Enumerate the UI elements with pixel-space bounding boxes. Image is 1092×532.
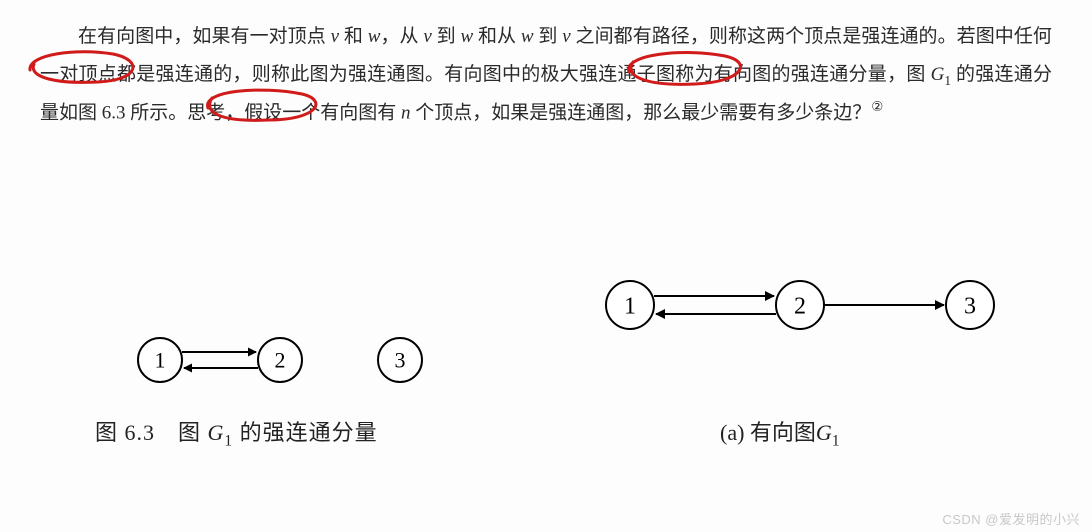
- text: 在有向图中，如果有一对顶点: [78, 26, 331, 47]
- caption-left: 图 6.3 图 G1 的强连通分量: [95, 415, 378, 450]
- text: ，从: [380, 26, 423, 47]
- var-v: v: [331, 26, 339, 47]
- caption-text: 图 6.3 图: [95, 420, 208, 445]
- var-g: G: [208, 420, 225, 445]
- var-g1: G: [931, 64, 945, 85]
- sub: 1: [832, 432, 840, 449]
- text: ，图: [887, 64, 931, 85]
- caption-text: (a) 有向图: [720, 420, 816, 445]
- term-strongly-connected: 强连通的: [861, 26, 937, 47]
- text: 个顶点，如果是强连通图，那么最少需要有多少条边？: [411, 103, 872, 124]
- var-w: w: [461, 26, 474, 47]
- text: 。有向图中的极大强连通子图称为有向图的: [425, 64, 791, 85]
- text: 之间都有路径，则称这两个顶点是: [571, 26, 862, 47]
- caption-text: 的强连通分量: [233, 420, 378, 445]
- footnote-marker: ②: [871, 99, 883, 114]
- var-n: n: [401, 103, 411, 124]
- indent: [40, 18, 78, 56]
- graph-node-label: 1: [624, 293, 636, 319]
- term-scc: 强连通分量: [791, 64, 887, 85]
- var-v: v: [423, 26, 431, 47]
- text: 和从: [473, 26, 521, 47]
- sub-1: 1: [944, 73, 951, 88]
- var-g: G: [816, 420, 832, 445]
- graph-node-label: 1: [155, 348, 166, 373]
- graph-node-label: 3: [964, 293, 976, 319]
- diagram-scc: 1 2 3: [70, 300, 490, 430]
- var-v: v: [562, 26, 570, 47]
- watermark: CSDN @爱发明的小兴: [942, 509, 1080, 528]
- sub: 1: [224, 432, 233, 449]
- graph-node-label: 2: [275, 348, 286, 373]
- text: 到: [432, 26, 461, 47]
- diagram-g1: 1 2 3: [560, 245, 1050, 375]
- text: 到: [534, 26, 563, 47]
- caption-right: (a) 有向图G1: [720, 415, 840, 450]
- term-strongly-connected-graph: 为强连通图: [329, 64, 425, 85]
- var-w: w: [368, 26, 381, 47]
- graph-node-label: 3: [395, 348, 406, 373]
- definition-paragraph: 在有向图中，如果有一对顶点 v 和 w，从 v 到 w 和从 w 到 v 之间都…: [0, 0, 1092, 133]
- diagram-row: 1 2 3 1 2 3: [0, 215, 1092, 515]
- graph-node-label: 2: [794, 293, 806, 319]
- var-w: w: [521, 26, 534, 47]
- text: 和: [339, 26, 368, 47]
